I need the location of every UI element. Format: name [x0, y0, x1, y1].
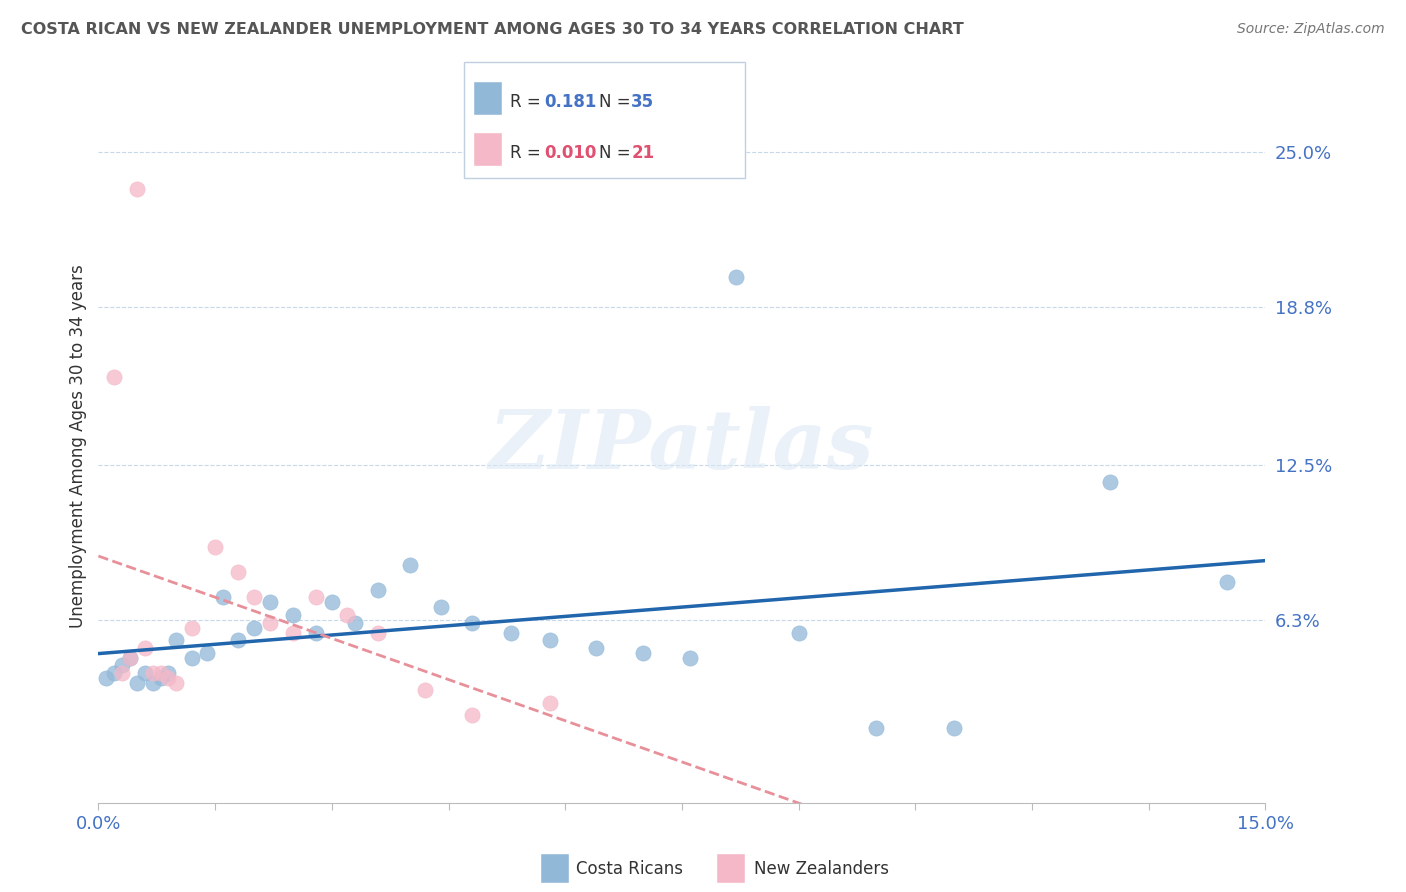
Point: [142, 665, 165, 680]
Point: [118, 650, 141, 665]
Text: Costa Ricans: Costa Ricans: [576, 860, 683, 878]
Text: R =: R =: [510, 144, 547, 161]
Point: [228, 633, 250, 648]
Point: [149, 671, 172, 685]
Point: [499, 625, 522, 640]
Text: R =: R =: [510, 93, 547, 111]
Point: [243, 621, 266, 635]
Point: [134, 640, 156, 655]
Point: [281, 625, 304, 640]
Point: [180, 621, 202, 635]
Point: [1098, 475, 1121, 490]
Text: N =: N =: [599, 93, 636, 111]
Point: [259, 595, 281, 609]
Point: [679, 650, 702, 665]
Point: [127, 675, 149, 690]
Text: New Zealanders: New Zealanders: [754, 860, 889, 878]
Point: [461, 708, 484, 723]
Point: [195, 646, 218, 660]
Point: [367, 625, 389, 640]
Point: [398, 558, 420, 572]
Point: [149, 665, 172, 680]
Point: [429, 600, 451, 615]
Point: [305, 625, 328, 640]
Point: [461, 615, 484, 630]
Point: [111, 658, 134, 673]
Point: [157, 671, 180, 685]
Point: [228, 566, 250, 580]
Point: [305, 591, 328, 605]
Point: [96, 671, 118, 685]
Point: [127, 182, 149, 196]
Text: 35: 35: [631, 93, 654, 111]
Text: Source: ZipAtlas.com: Source: ZipAtlas.com: [1237, 22, 1385, 37]
Text: ZIPatlas: ZIPatlas: [489, 406, 875, 486]
Point: [336, 607, 359, 622]
Point: [118, 650, 141, 665]
Text: 0.181: 0.181: [544, 93, 596, 111]
Y-axis label: Unemployment Among Ages 30 to 34 years: Unemployment Among Ages 30 to 34 years: [69, 264, 87, 628]
Point: [585, 640, 607, 655]
Text: 21: 21: [631, 144, 654, 161]
Point: [1215, 575, 1237, 590]
Point: [367, 582, 389, 597]
Text: COSTA RICAN VS NEW ZEALANDER UNEMPLOYMENT AMONG AGES 30 TO 34 YEARS CORRELATION : COSTA RICAN VS NEW ZEALANDER UNEMPLOYMEN…: [21, 22, 965, 37]
Point: [142, 675, 165, 690]
Point: [157, 665, 180, 680]
Point: [344, 615, 367, 630]
Point: [259, 615, 281, 630]
Text: 0.010: 0.010: [544, 144, 596, 161]
Point: [943, 721, 966, 735]
Point: [538, 633, 561, 648]
Point: [180, 650, 202, 665]
Point: [134, 665, 156, 680]
Point: [725, 270, 748, 285]
Point: [212, 591, 235, 605]
Point: [321, 595, 343, 609]
Point: [165, 675, 187, 690]
Point: [103, 370, 125, 384]
Point: [103, 665, 125, 680]
Point: [204, 541, 226, 555]
Point: [787, 625, 810, 640]
Point: [111, 665, 134, 680]
Point: [413, 683, 436, 698]
Point: [281, 607, 304, 622]
Point: [243, 591, 266, 605]
Point: [165, 633, 187, 648]
Point: [631, 646, 654, 660]
Text: N =: N =: [599, 144, 636, 161]
Point: [865, 721, 887, 735]
Point: [538, 696, 561, 710]
